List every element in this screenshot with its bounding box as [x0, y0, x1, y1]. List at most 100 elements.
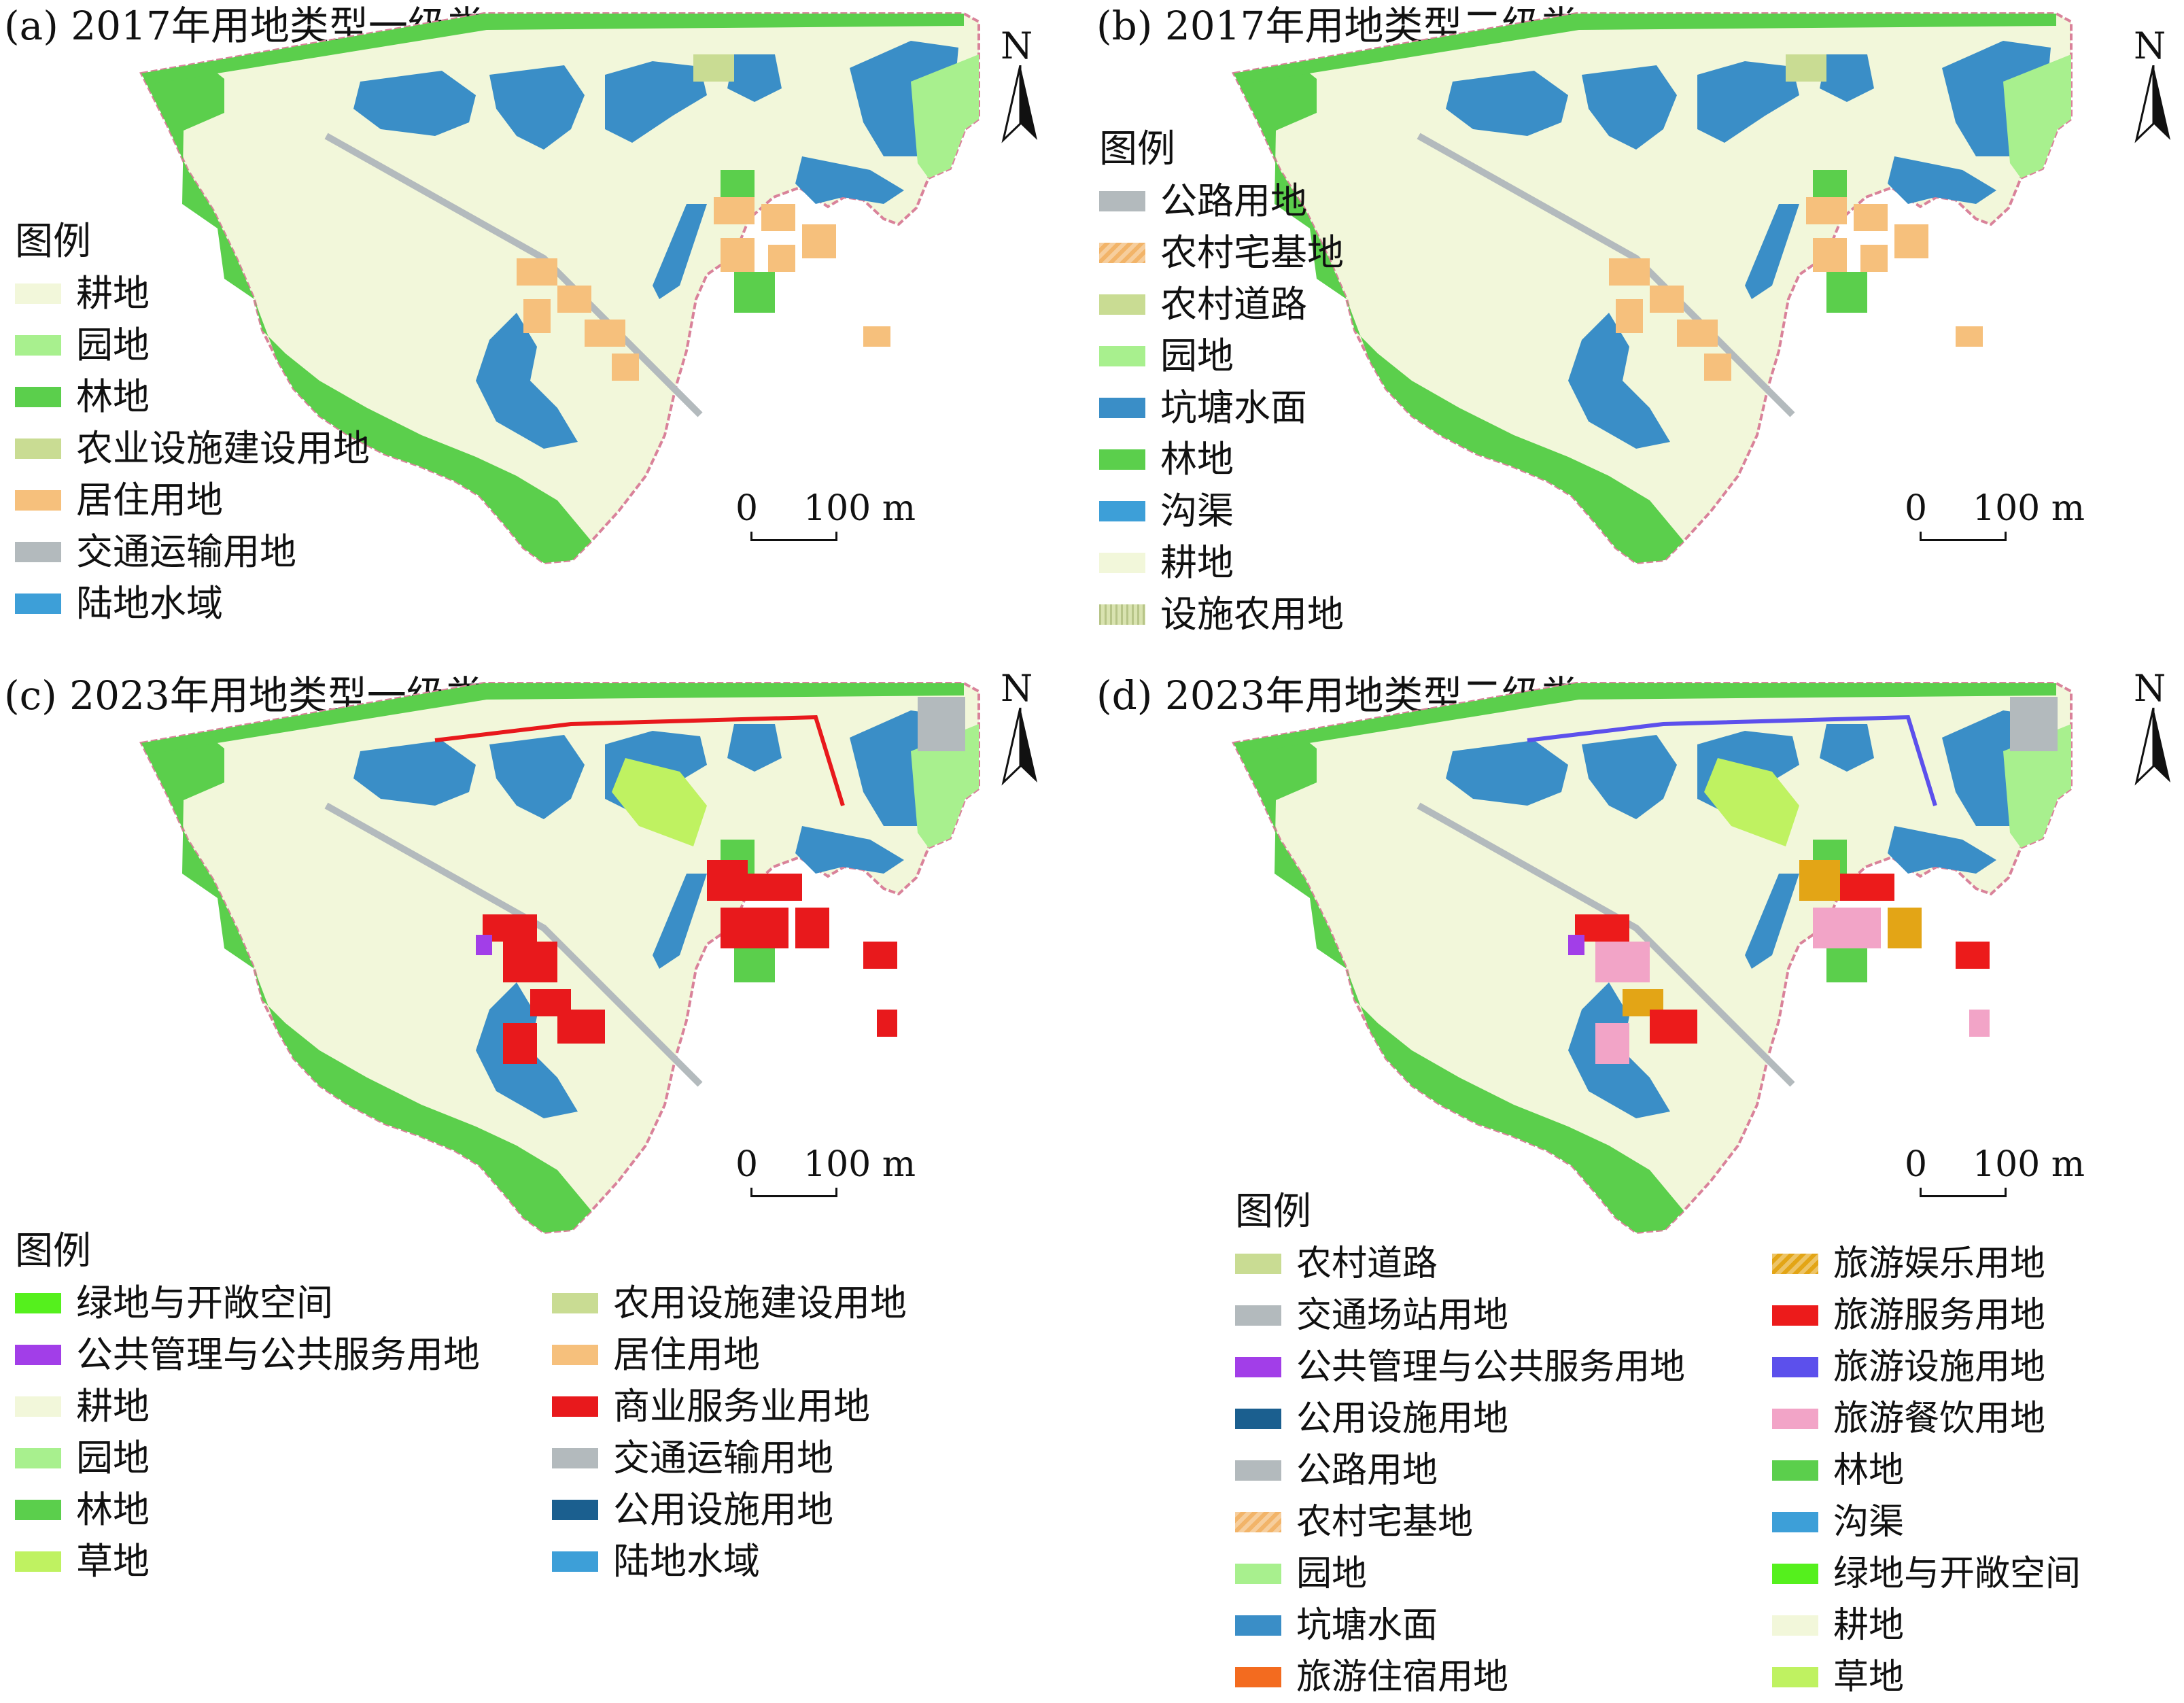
legend-label: 旅游住宿用地 — [1296, 1657, 1509, 1698]
residential-block — [1854, 204, 1888, 231]
legend-item: 交通运输用地 — [15, 526, 370, 578]
legend-label: 园地 — [1160, 334, 1234, 377]
garden-area — [911, 54, 979, 178]
legend-column-1: 农村道路 交通场站用地 公共管理与公共服务用地 公用设施用地 公路用地 农村宅基地 园地 坑塘… — [1235, 1238, 1772, 1703]
scale-distance: 100 m — [1973, 1144, 2085, 1185]
legend-swatch — [15, 387, 61, 407]
residential-block — [557, 286, 591, 313]
commercial-block — [721, 908, 788, 948]
legend-item: 林地 — [1099, 434, 1344, 485]
legend-label: 公共管理与公共服务用地 — [76, 1333, 480, 1376]
legend-item: 公共管理与公共服务用地 — [1235, 1341, 1772, 1393]
pond — [795, 826, 904, 874]
residential-block — [1860, 245, 1888, 272]
legend: 图例 农村道路 交通场站用地 公共管理与公共服务用地 公用设施用地 公路用地 农村宅基地园… — [1235, 1186, 2081, 1703]
legend-swatch — [552, 1345, 598, 1365]
residential-block — [768, 245, 795, 272]
legend-label: 沟渠 — [1160, 489, 1234, 532]
legend-item: 耕地 — [1099, 537, 1344, 589]
pond — [1820, 724, 1874, 772]
legend-label: 坑塘水面 — [1160, 386, 1307, 429]
legend-item: 交通场站用地 — [1235, 1290, 1772, 1341]
legend-item: 林地 — [15, 1484, 552, 1536]
legend-label: 林地 — [76, 375, 150, 418]
legend-item: 旅游娱乐用地 — [1772, 1238, 2081, 1290]
legend-label: 沟渠 — [1833, 1502, 1905, 1543]
legend-swatch — [1772, 1615, 1818, 1636]
pond — [476, 313, 578, 449]
legend-label: 坑塘水面 — [1296, 1605, 1438, 1646]
legend-label: 旅游餐饮用地 — [1833, 1398, 2046, 1439]
legend-label: 林地 — [1160, 438, 1234, 481]
legend-column-1: 绿地与开敞空间 公共管理与公共服务用地 耕地 园地 林地 草地 — [15, 1277, 552, 1587]
public-service-block — [1568, 935, 1584, 955]
legend-item: 园地 — [1099, 330, 1344, 382]
legend-item: 旅游服务用地 — [1772, 1290, 2081, 1341]
legend-item: 园地 — [1235, 1548, 1772, 1600]
legend-label: 陆地水域 — [613, 1540, 760, 1583]
legend-label: 陆地水域 — [76, 582, 223, 625]
legend-item: 耕地 — [15, 1381, 552, 1432]
legend-label: 交通运输用地 — [76, 530, 296, 573]
legend-column-2: 农用设施建设用地 居住用地 商业服务业用地 交通运输用地 公用设施用地 陆地水域 — [552, 1277, 907, 1587]
pond — [353, 740, 476, 806]
legend-swatch — [15, 1500, 61, 1520]
legend-item: 绿地与开敞空间 — [15, 1277, 552, 1329]
legend-swatch — [15, 1345, 61, 1365]
legend-item: 居住用地 — [15, 475, 370, 526]
legend-item: 旅游设施用地 — [1772, 1341, 2081, 1393]
commercial-block — [1595, 1023, 1629, 1064]
legend-label: 绿地与开敞空间 — [1833, 1553, 2081, 1594]
garden-area — [2003, 54, 2071, 178]
legend-item: 林地 — [1772, 1445, 2081, 1496]
legend-label: 公路用地 — [1160, 179, 1307, 222]
legend-swatch — [1099, 346, 1145, 366]
legend-item: 林地 — [15, 371, 370, 423]
cropland-pocket — [279, 853, 503, 1098]
legend-swatch — [552, 1293, 598, 1313]
north-label: N — [1001, 24, 1033, 67]
legend-label: 农业设施建设用地 — [76, 427, 370, 470]
land-use-map-2017-level1 — [139, 12, 980, 565]
residential-block — [523, 299, 551, 333]
panel-c: (c) 2023年用地类型一级类 图例 绿地与开敞空间 公共管理与公共服务用地 耕地… — [0, 670, 1092, 1583]
legend-column-2: 旅游娱乐用地 旅游服务用地 旅游设施用地 旅游餐饮用地 林地 沟渠 绿地与开敞空间 耕地 草地 — [1772, 1238, 2081, 1703]
map-base — [139, 12, 980, 565]
scale-distance: 100 m — [1973, 488, 2085, 529]
scale-line — [750, 1188, 837, 1197]
scale-distance: 100 m — [803, 1144, 916, 1185]
forest-strip — [1234, 14, 2056, 84]
residential-block — [1956, 326, 1983, 347]
legend-swatch — [1235, 1564, 1281, 1584]
legend-item: 农村道路 — [1235, 1238, 1772, 1290]
residential-block — [1677, 320, 1718, 347]
legend-swatch — [15, 594, 61, 614]
canal — [1745, 874, 1799, 969]
commercial-block — [1799, 860, 1840, 901]
legend-label: 农村道路 — [1160, 283, 1307, 326]
residential-block — [1704, 354, 1731, 381]
legend: 图例 耕地 园地 林地 农业设施建设用地 居住用地 交通运输用地 陆地水域 — [15, 216, 370, 630]
panel-b: (b) 2017年用地类型二级类 图例 公路用地 农村宅基地 农村道路 园地 坑塘水面林… — [1092, 0, 2184, 849]
pond — [1888, 156, 1996, 204]
map-base — [1232, 682, 2073, 1235]
residential-block — [802, 224, 836, 258]
legend-label: 耕地 — [1160, 541, 1234, 584]
cropland-pocket — [1371, 853, 1595, 1098]
legend-item: 设施农用地 — [1099, 589, 1344, 640]
forest-strip — [1234, 683, 2056, 754]
legend-item: 坑塘水面 — [1099, 382, 1344, 434]
legend-swatch — [1772, 1667, 1818, 1687]
legend: 图例 绿地与开敞空间 公共管理与公共服务用地 耕地 园地 林地 草地 农用设施建设用地 居住… — [15, 1226, 907, 1587]
legend-item: 公用设施用地 — [552, 1484, 907, 1536]
legend-label: 农村宅基地 — [1296, 1502, 1474, 1543]
legend-swatch — [1235, 1305, 1281, 1326]
north-arrow-icon — [1001, 708, 1037, 786]
legend-label: 林地 — [76, 1488, 150, 1531]
legend-item: 耕地 — [15, 268, 370, 320]
legend-item: 陆地水域 — [552, 1536, 907, 1587]
legend-swatch — [1772, 1564, 1818, 1584]
legend-item: 坑塘水面 — [1235, 1600, 1772, 1651]
legend-swatch — [1099, 604, 1145, 625]
legend-item: 居住用地 — [552, 1329, 907, 1381]
